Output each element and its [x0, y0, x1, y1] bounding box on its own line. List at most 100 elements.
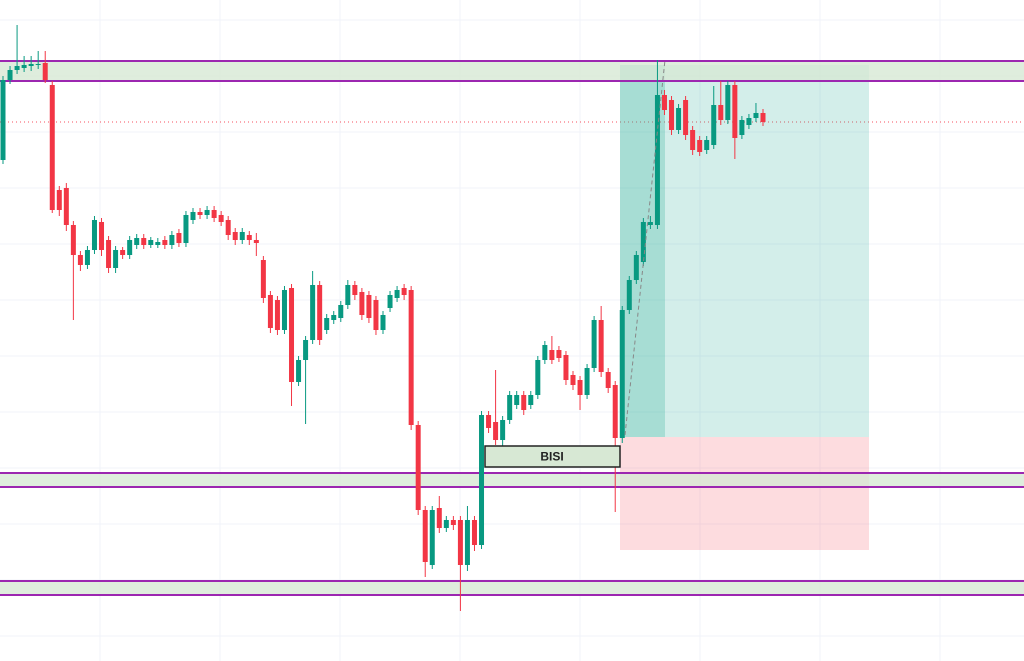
candle-body	[204, 210, 210, 215]
candle-body	[647, 222, 653, 225]
zone	[0, 61, 1024, 81]
candle-body	[711, 105, 717, 145]
candle-body	[633, 255, 639, 280]
candle-body	[35, 64, 41, 65]
candle-body	[49, 85, 55, 210]
candle-body	[450, 520, 456, 525]
candle-body	[676, 108, 682, 130]
candle-body	[612, 385, 618, 438]
candle-body	[141, 238, 147, 245]
candle-body	[352, 285, 358, 295]
candle-body	[296, 360, 302, 382]
candle-body	[14, 66, 20, 70]
candle-body	[127, 240, 133, 255]
candle-body	[732, 85, 738, 138]
candle-body	[120, 250, 126, 255]
candle-body	[331, 315, 337, 320]
candle-body	[605, 372, 611, 388]
candle-body	[155, 242, 161, 245]
candle-body	[753, 113, 759, 118]
candle-body	[70, 225, 76, 255]
candle-body	[225, 220, 231, 235]
candle-body	[246, 235, 252, 240]
candle-body	[760, 113, 766, 122]
zone	[0, 473, 1024, 487]
candle-body	[28, 64, 34, 66]
candle-body	[598, 320, 604, 372]
candle-body	[584, 368, 590, 395]
candle-body	[591, 320, 597, 368]
candle-body	[113, 250, 119, 268]
candle-body	[56, 190, 62, 210]
candles	[0, 25, 766, 611]
loss-zone	[620, 437, 869, 550]
profit-zone	[620, 65, 869, 437]
candle-body	[77, 255, 83, 265]
candle-body	[366, 295, 372, 318]
candle-body	[7, 70, 13, 80]
candle-body	[514, 395, 520, 405]
candle-body	[528, 395, 534, 405]
candle-body	[619, 310, 625, 438]
zones	[0, 60, 1024, 596]
candle-body	[183, 215, 189, 243]
candle-body	[99, 222, 105, 250]
candle-body	[63, 188, 69, 225]
candle-body	[373, 300, 379, 330]
candle-body	[443, 520, 449, 528]
candle-body	[317, 285, 323, 340]
candle-body	[394, 290, 400, 298]
candle-body	[218, 215, 224, 222]
position-tool	[620, 65, 869, 550]
candle-body	[436, 508, 442, 528]
candle-body	[471, 520, 477, 545]
candle-body	[197, 212, 203, 215]
candle-body	[549, 350, 555, 360]
candle-body	[507, 395, 513, 420]
candle-body	[148, 240, 154, 245]
candle-body	[232, 232, 238, 240]
candle-body	[704, 140, 710, 150]
candle-body	[457, 520, 463, 565]
candle-body	[260, 260, 266, 298]
candle-body	[626, 280, 632, 310]
candle-body	[464, 520, 470, 565]
candle-body	[267, 295, 273, 328]
candle-body	[281, 290, 287, 330]
candle-body	[669, 100, 675, 130]
candle-body	[239, 232, 245, 240]
candle-body	[274, 300, 280, 330]
candle-body	[253, 240, 259, 243]
candle-body	[380, 315, 386, 330]
candle-body	[486, 415, 492, 428]
candle-body	[190, 212, 196, 220]
candle-body	[387, 295, 393, 308]
candle-body	[21, 65, 27, 68]
candle-body	[725, 85, 731, 120]
candle-body	[162, 240, 168, 245]
candle-body	[91, 220, 97, 250]
candle-body	[521, 395, 527, 410]
candle-body	[479, 415, 485, 545]
candle-body	[570, 375, 576, 385]
candle-body	[556, 350, 562, 358]
candle-body	[739, 120, 745, 135]
candle-body	[176, 233, 182, 243]
candle-body	[289, 288, 295, 382]
candle-body	[697, 140, 703, 152]
candle-body	[683, 100, 689, 135]
candle-body	[42, 63, 48, 80]
zone	[0, 581, 1024, 595]
candle-body	[535, 360, 541, 395]
candle-body	[408, 290, 414, 425]
candle-body	[401, 288, 407, 295]
candle-body	[303, 340, 309, 360]
candle-body	[563, 355, 569, 380]
candle-body	[415, 425, 421, 510]
annotation-label: BISI	[540, 450, 563, 464]
candle-body	[84, 250, 90, 265]
candle-body	[542, 345, 548, 360]
candle-body	[690, 130, 696, 150]
candle-body	[338, 305, 344, 318]
